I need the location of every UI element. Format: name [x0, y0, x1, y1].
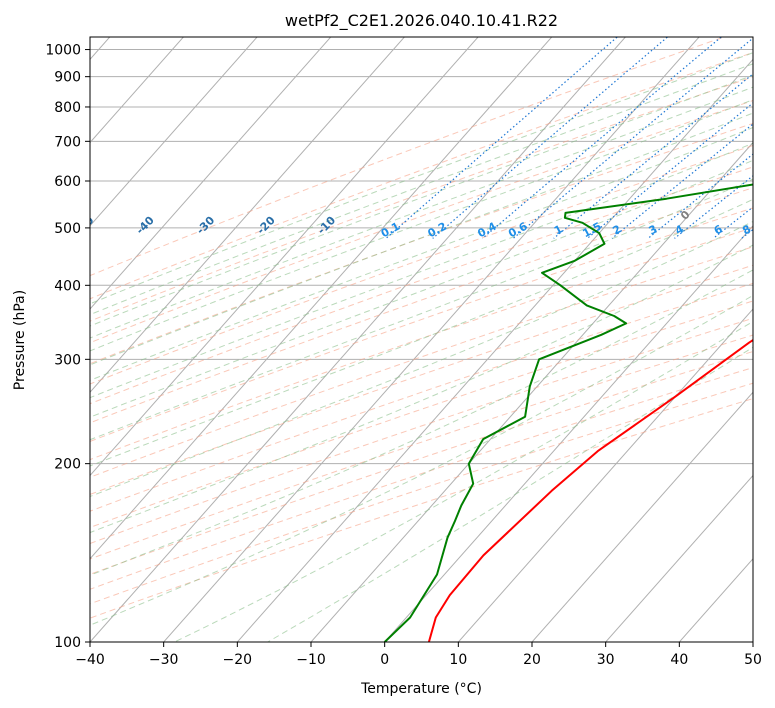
y-tick-label: 600	[54, 174, 81, 190]
dry-adiabat	[90, 166, 753, 405]
dry-adiabat	[90, 122, 753, 365]
dry-adiabat	[90, 350, 753, 575]
y-tick-label: 400	[54, 278, 81, 294]
isotherm	[604, 474, 753, 642]
y-tick-label: 300	[54, 352, 81, 368]
dewpoint-profile	[384, 183, 753, 642]
isotherm	[90, 37, 406, 394]
x-tick-label: 30	[597, 652, 615, 668]
temperature-profile	[427, 338, 753, 642]
isotherm	[90, 37, 627, 642]
dry-adiabat	[90, 317, 753, 545]
mixing-ratio-line	[674, 175, 753, 239]
y-tick-label: 900	[54, 70, 81, 86]
dry-adiabat	[90, 100, 753, 344]
isotherm	[457, 308, 753, 642]
y-axis: 100 200 300 400 500 600 700 800 900 1000	[45, 43, 90, 651]
dry-adiabat	[90, 282, 753, 512]
y-tick-label: 200	[54, 457, 81, 473]
x-tick-label: 0	[380, 652, 389, 668]
y-tick-label: 100	[54, 635, 81, 651]
x-tick-label: −40	[75, 652, 105, 668]
dry-adiabat	[90, 51, 753, 300]
isotherm	[678, 558, 753, 642]
dry-adiabat	[90, 398, 753, 619]
dry-adiabat	[90, 264, 753, 495]
moist-adiabat	[174, 320, 753, 642]
dry-adiabat	[90, 187, 753, 424]
moist-adiabat	[90, 159, 753, 418]
moist-adiabat	[90, 126, 753, 381]
dry-adiabat	[90, 144, 753, 385]
y-tick-label: 700	[54, 134, 81, 150]
moist-adiabat	[90, 52, 753, 305]
dry-adiabat-label: -50	[73, 214, 96, 237]
mixing-ratio-line	[586, 102, 753, 239]
mixing-ratio-line	[432, 37, 669, 239]
x-tick-label: 50	[744, 652, 762, 668]
dry-adiabat	[90, 367, 753, 590]
moist-adiabat	[90, 220, 753, 498]
moist-adiabat	[90, 63, 753, 316]
isotherm	[90, 37, 332, 310]
plot-area: 0.10.20.40.611.523468-100-90-80-70-60-50…	[73, 37, 753, 642]
x-tick-label: −10	[296, 652, 326, 668]
isotherm	[90, 37, 185, 144]
moist-adiabat	[90, 178, 753, 441]
plot-frame	[89, 36, 754, 643]
x-axis-title: Temperature (°C)	[360, 681, 482, 697]
y-tick-label: 800	[54, 100, 81, 116]
dry-adiabat	[90, 207, 753, 442]
chart-title: wetPf2_C2E1.2026.040.10.41.R22	[285, 11, 558, 31]
moist-adiabat	[90, 112, 753, 366]
moist-adiabat	[90, 244, 753, 534]
x-tick-label: 10	[449, 652, 467, 668]
moist-adiabat	[90, 99, 753, 352]
x-axis: −40 −30 −20 −10 0 10 20 30 40 50	[75, 642, 762, 668]
y-tick-label: 500	[54, 221, 81, 237]
dry-adiabat	[90, 227, 753, 461]
isotherm	[162, 37, 700, 642]
isotherm	[531, 391, 753, 642]
y-axis-title: Pressure (hPa)	[12, 290, 28, 390]
x-tick-label: 40	[670, 652, 688, 668]
y-tick-label: 1000	[45, 43, 81, 59]
moist-adiabat	[90, 74, 753, 327]
x-tick-label: −20	[223, 652, 253, 668]
mixing-ratio-line	[512, 37, 753, 239]
isotherm	[90, 37, 258, 227]
x-tick-label: 20	[523, 652, 541, 668]
isotherm	[383, 225, 753, 642]
isotherm	[90, 37, 479, 477]
isotherm	[236, 58, 753, 642]
x-tick-label: −30	[149, 652, 179, 668]
isotherm	[90, 37, 553, 560]
dry-adiabat	[90, 382, 753, 605]
